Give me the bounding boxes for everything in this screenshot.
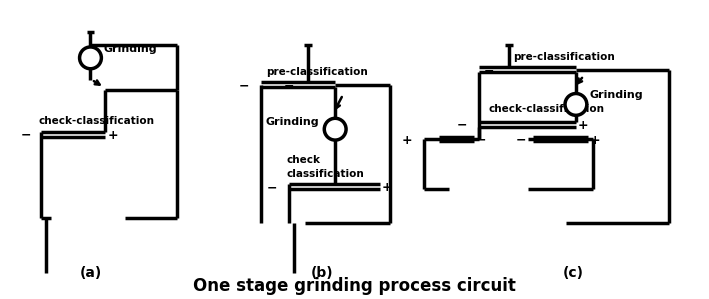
Text: pre-classification: pre-classification [266, 67, 367, 77]
Text: +: + [107, 129, 118, 142]
Text: −: − [516, 134, 526, 147]
Text: +: + [381, 181, 392, 194]
Text: check: check [286, 155, 320, 165]
Text: −: − [484, 64, 495, 77]
Text: +: + [590, 134, 601, 147]
Circle shape [324, 118, 346, 140]
Text: −: − [21, 129, 31, 142]
Text: −: − [457, 119, 467, 132]
Text: pre-classification: pre-classification [513, 52, 615, 62]
Text: Grinding: Grinding [104, 44, 157, 54]
Text: (c): (c) [562, 266, 584, 280]
Text: −: − [284, 79, 294, 92]
Text: +: + [578, 119, 588, 132]
Text: check-classification: check-classification [489, 104, 605, 114]
Circle shape [79, 47, 101, 69]
Text: (b): (b) [311, 266, 334, 280]
Text: −: − [266, 181, 277, 194]
Text: check-classification: check-classification [39, 116, 155, 126]
Text: Grinding: Grinding [590, 91, 644, 100]
Text: +: + [402, 134, 413, 147]
Circle shape [565, 94, 587, 115]
Text: Grinding: Grinding [266, 117, 320, 127]
Text: −: − [238, 79, 249, 92]
Text: One stage grinding process circuit: One stage grinding process circuit [193, 277, 515, 295]
Text: (a): (a) [79, 266, 101, 280]
Text: classification: classification [286, 169, 364, 179]
Text: −: − [476, 134, 486, 147]
